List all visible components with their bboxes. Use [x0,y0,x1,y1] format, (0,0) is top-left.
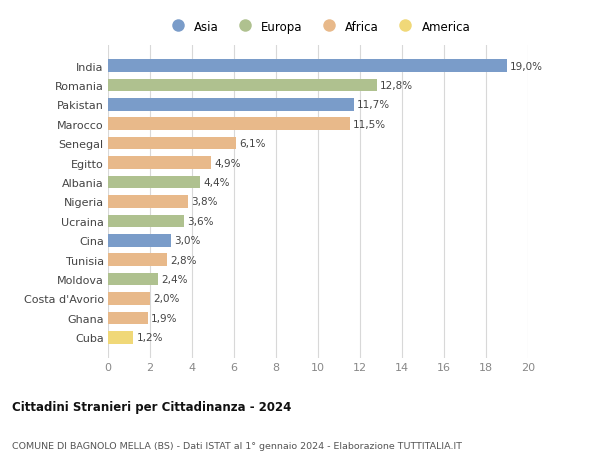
Text: 4,4%: 4,4% [203,178,230,188]
Text: 3,6%: 3,6% [187,216,213,226]
Bar [108,215,184,228]
Text: 6,1%: 6,1% [239,139,266,149]
Legend: Asia, Europa, Africa, America: Asia, Europa, Africa, America [166,21,470,34]
Bar [108,99,353,112]
Bar [108,138,236,150]
Text: 2,0%: 2,0% [153,294,179,304]
Bar [108,273,158,286]
Text: 3,8%: 3,8% [191,197,217,207]
Bar [108,157,211,169]
Text: Cittadini Stranieri per Cittadinanza - 2024: Cittadini Stranieri per Cittadinanza - 2… [12,400,292,413]
Text: 19,0%: 19,0% [510,62,543,71]
Bar [108,176,200,189]
Text: 2,8%: 2,8% [170,255,196,265]
Text: 1,9%: 1,9% [151,313,178,323]
Text: COMUNE DI BAGNOLO MELLA (BS) - Dati ISTAT al 1° gennaio 2024 - Elaborazione TUTT: COMUNE DI BAGNOLO MELLA (BS) - Dati ISTA… [12,441,462,450]
Text: 3,0%: 3,0% [174,236,200,246]
Bar [108,331,133,344]
Bar [108,118,349,131]
Text: 1,2%: 1,2% [136,333,163,342]
Bar [108,312,148,325]
Text: 11,5%: 11,5% [353,119,386,129]
Bar [108,196,188,208]
Bar [108,235,171,247]
Text: 11,7%: 11,7% [357,100,390,110]
Text: 2,4%: 2,4% [161,274,188,285]
Bar [108,60,507,73]
Text: 12,8%: 12,8% [380,81,413,91]
Text: 4,9%: 4,9% [214,158,241,168]
Bar [108,79,377,92]
Bar [108,254,167,266]
Bar [108,292,150,305]
